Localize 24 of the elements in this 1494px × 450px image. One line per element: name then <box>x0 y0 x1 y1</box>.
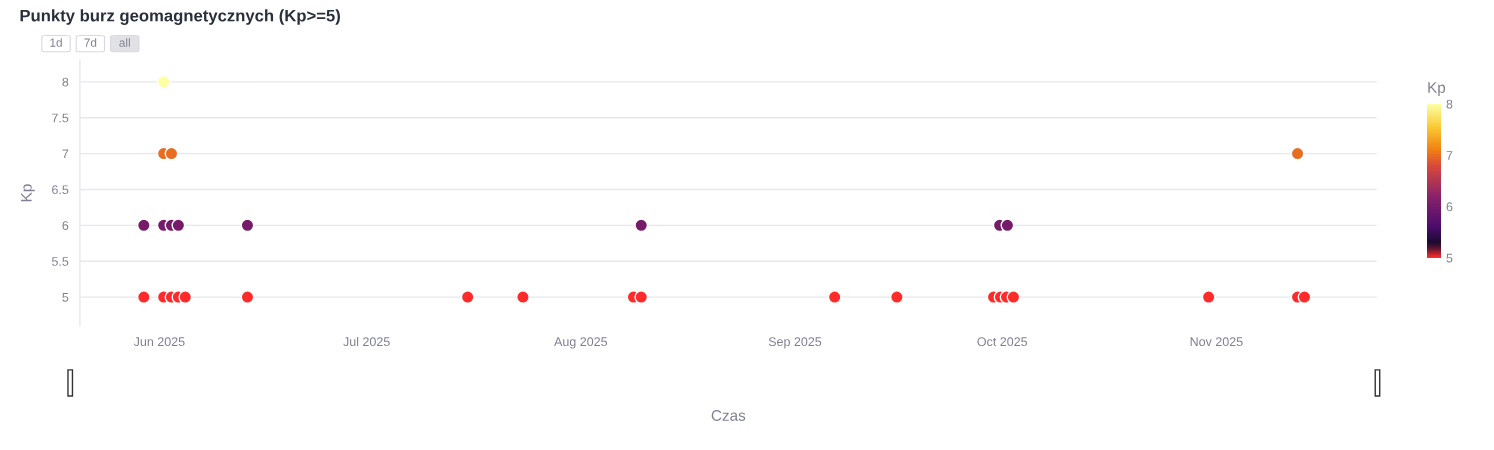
color-bar-label: 5 <box>1446 253 1453 263</box>
x-tick-label: Oct 2025 <box>977 337 1028 347</box>
y-axis-title: Kp <box>21 184 35 202</box>
text: 7d <box>84 38 97 47</box>
y-tick-label: 7.5 <box>52 113 69 123</box>
y-tick-label: 5.5 <box>51 257 69 266</box>
color-bar-label: 7 <box>1446 151 1453 160</box>
x-tick-label: Sep 2025 <box>768 337 822 349</box>
y-tick-label: 5 <box>62 293 69 302</box>
y-tick-label: 7 <box>62 149 69 159</box>
color-bar-label: 8 <box>1446 99 1453 109</box>
text: all <box>119 38 130 47</box>
x-tick-label: Jun 2025 <box>133 337 185 347</box>
x-axis-title: Czas <box>711 410 746 421</box>
x-tick-label: Nov 2025 <box>1190 337 1243 347</box>
text: 1d <box>50 38 62 47</box>
x-tick-label: Jul 2025 <box>343 336 390 347</box>
y-tick-label: 6.5 <box>52 185 69 195</box>
y-tick-label: 6 <box>62 221 69 230</box>
y-tick-label: 8 <box>62 77 69 87</box>
x-tick-label: Aug 2025 <box>554 337 608 349</box>
color-bar-label: 6 <box>1446 202 1453 212</box>
color-bar-title: Kp <box>1428 82 1446 97</box>
chart-title: Punkty burz geomagnetycznych (Kp>=5) <box>20 9 340 25</box>
